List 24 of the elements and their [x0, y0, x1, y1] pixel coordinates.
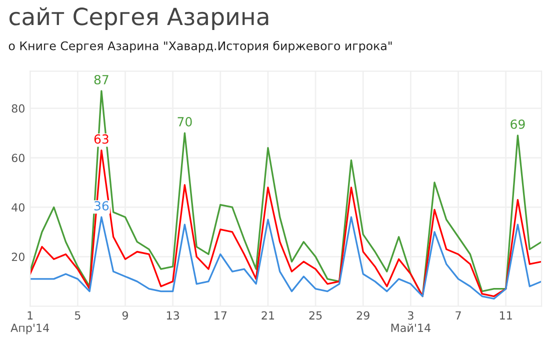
x-tick-label: 29: [356, 311, 370, 320]
x-tick-label: 25: [309, 311, 322, 320]
x-tick-label: 13: [166, 311, 179, 320]
data-label: 87: [94, 74, 108, 84]
data-label: 69: [510, 119, 525, 129]
x-tick-label: 3 Май'14: [391, 311, 430, 332]
x-tick-label: 1 Апр'14: [10, 311, 50, 334]
y-tick-label: 60: [12, 154, 24, 162]
line-series: [30, 150, 542, 298]
x-tick-label: 17: [214, 311, 227, 320]
data-label: 70: [178, 116, 192, 126]
x-tick-label: 11: [500, 311, 512, 320]
data-label: 63: [94, 134, 108, 144]
x-tick-label: 9: [122, 311, 128, 320]
y-tick-label: 20: [12, 252, 24, 262]
x-tick-label: 21: [262, 311, 274, 320]
x-tick-label: 7: [456, 311, 461, 320]
y-tick-label: 40: [12, 203, 24, 212]
x-tick-label: 5: [74, 311, 80, 320]
y-tick-label: 80: [12, 104, 24, 113]
chart-subtitle: о Книге Сергея Азарина "Хавард.История биржевого игрока": [8, 40, 392, 53]
data-label: 36: [94, 201, 109, 211]
line-series: [30, 216, 542, 300]
chart-title: сайт Сергея Азарина: [10, 7, 268, 30]
